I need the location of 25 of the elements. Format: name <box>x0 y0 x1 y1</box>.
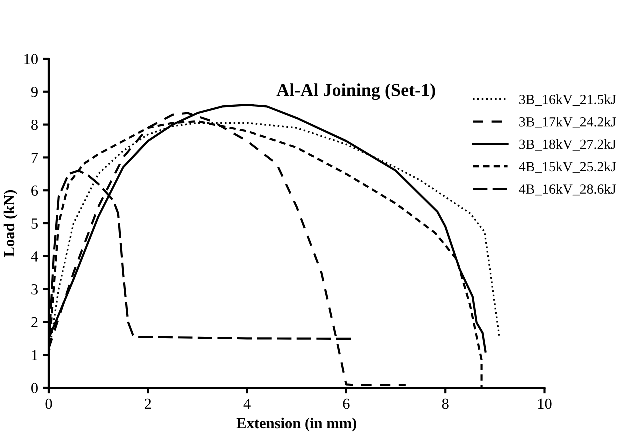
y-tick-label: 1 <box>32 350 38 360</box>
x-tick-label: 10 <box>538 398 552 410</box>
y-tick-label: 0 <box>32 383 38 394</box>
y-tick-label: 4 <box>31 252 38 262</box>
legend-label: 3B_18kV_27.2kJ <box>520 139 616 151</box>
y-tick-label: 6 <box>32 186 38 196</box>
x-tick-label: 4 <box>244 398 251 410</box>
y-tick-label: 9 <box>31 87 38 98</box>
y-tick-label: 7 <box>32 153 38 163</box>
y-axis-title: Load (kN) <box>4 190 18 257</box>
legend-label: 4B_15kV_25.2kJ <box>519 162 616 174</box>
y-tick-label: 2 <box>32 317 38 328</box>
legend-label: 4B_16kV_28.6kJ <box>519 184 616 196</box>
x-tick-label: 0 <box>46 398 52 410</box>
y-tick-label: 3 <box>32 284 38 295</box>
x-tick-label: 6 <box>343 398 350 410</box>
y-tick-label: 8 <box>32 120 38 130</box>
y-tick-label: 10 <box>24 54 38 64</box>
y-tick-label: 5 <box>32 218 38 229</box>
x-axis-title: Extension (in mm) <box>236 418 356 432</box>
x-tick-label: 2 <box>144 398 152 410</box>
x-tick-label: 8 <box>442 398 449 410</box>
legend-label: 3B_17kV_24.2kJ <box>520 117 616 128</box>
legend-label: 3B_16kV_21.5kJ <box>520 94 616 106</box>
text: Al-Al Joining (Set-1) <box>276 84 436 100</box>
